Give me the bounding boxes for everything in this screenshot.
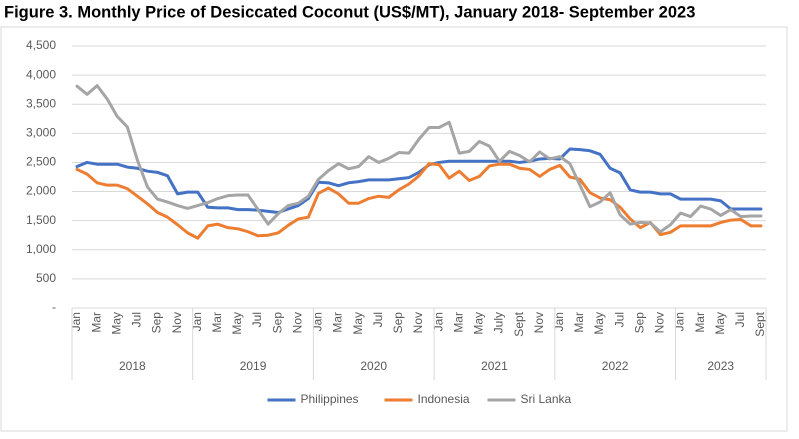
x-tick-label: Nov <box>290 312 304 333</box>
legend-label: Sri Lanka <box>521 392 572 406</box>
x-tick-label: July <box>492 312 506 333</box>
group-label: 2019 <box>240 359 267 373</box>
series-line <box>75 147 763 215</box>
x-tick-label: May <box>351 312 365 335</box>
y-tick-label: 3,000 <box>26 126 56 140</box>
x-tick-label: Jan <box>311 312 325 331</box>
y-tick-label: 3,500 <box>26 96 56 110</box>
x-tick-label: Jan <box>431 312 445 331</box>
chart-title: Figure 3. Monthly Price of Desiccated Co… <box>4 3 695 21</box>
x-tick-label: Sep <box>150 312 164 334</box>
legend-label: Philippines <box>301 392 359 406</box>
x-tick-label: Jan <box>673 312 687 331</box>
x-tick-label: Jul <box>733 312 747 327</box>
group-label: 2023 <box>707 359 734 373</box>
series-line <box>75 84 763 234</box>
x-tick-label: May <box>472 312 486 335</box>
x-tick-label: Mar <box>572 312 586 333</box>
x-tick-label: May <box>109 312 123 335</box>
group-label: 2022 <box>602 359 629 373</box>
y-tick-label: 2,000 <box>26 184 56 198</box>
x-tick-label: Sep <box>270 312 284 334</box>
y-tick-label: 1,500 <box>26 213 56 227</box>
x-tick-label: Jul <box>612 312 626 327</box>
y-tick-label: 500 <box>36 271 56 285</box>
x-tick-label: Jul <box>130 312 144 327</box>
group-label: 2018 <box>119 359 146 373</box>
group-label: 2020 <box>360 359 387 373</box>
x-tick-label: Nov <box>653 312 667 333</box>
y-tick-label: 1,000 <box>26 242 56 256</box>
x-tick-label: May <box>592 312 606 335</box>
x-tick-label: Nov <box>170 312 184 333</box>
x-tick-label: Mar <box>331 312 345 333</box>
x-tick-label: May <box>713 312 727 335</box>
legend-label: Indonesia <box>418 392 470 406</box>
x-tick-label: Sep <box>632 312 646 334</box>
x-tick-label: Mar <box>451 312 465 333</box>
x-tick-label: Jul <box>371 312 385 327</box>
x-tick-label: Sept <box>753 311 767 336</box>
y-tick-label: 4,000 <box>26 67 56 81</box>
x-tick-label: May <box>230 312 244 335</box>
x-tick-label: Mar <box>89 312 103 333</box>
x-tick-label: Jan <box>190 312 204 331</box>
x-tick-label: Mar <box>210 312 224 333</box>
y-tick-label: 2,500 <box>26 155 56 169</box>
x-tick-label: Jan <box>69 312 83 331</box>
y-tick-label: - <box>52 300 56 314</box>
x-tick-label: Sept <box>512 311 526 336</box>
x-tick-label: Nov <box>532 312 546 333</box>
x-tick-label: Jul <box>250 312 264 327</box>
x-tick-label: Sep <box>391 312 405 334</box>
x-tick-label: Nov <box>411 312 425 333</box>
group-label: 2021 <box>481 359 508 373</box>
x-tick-label: Mar <box>693 312 707 333</box>
y-tick-label: 4,500 <box>26 38 56 52</box>
x-tick-label: Jan <box>552 312 566 331</box>
